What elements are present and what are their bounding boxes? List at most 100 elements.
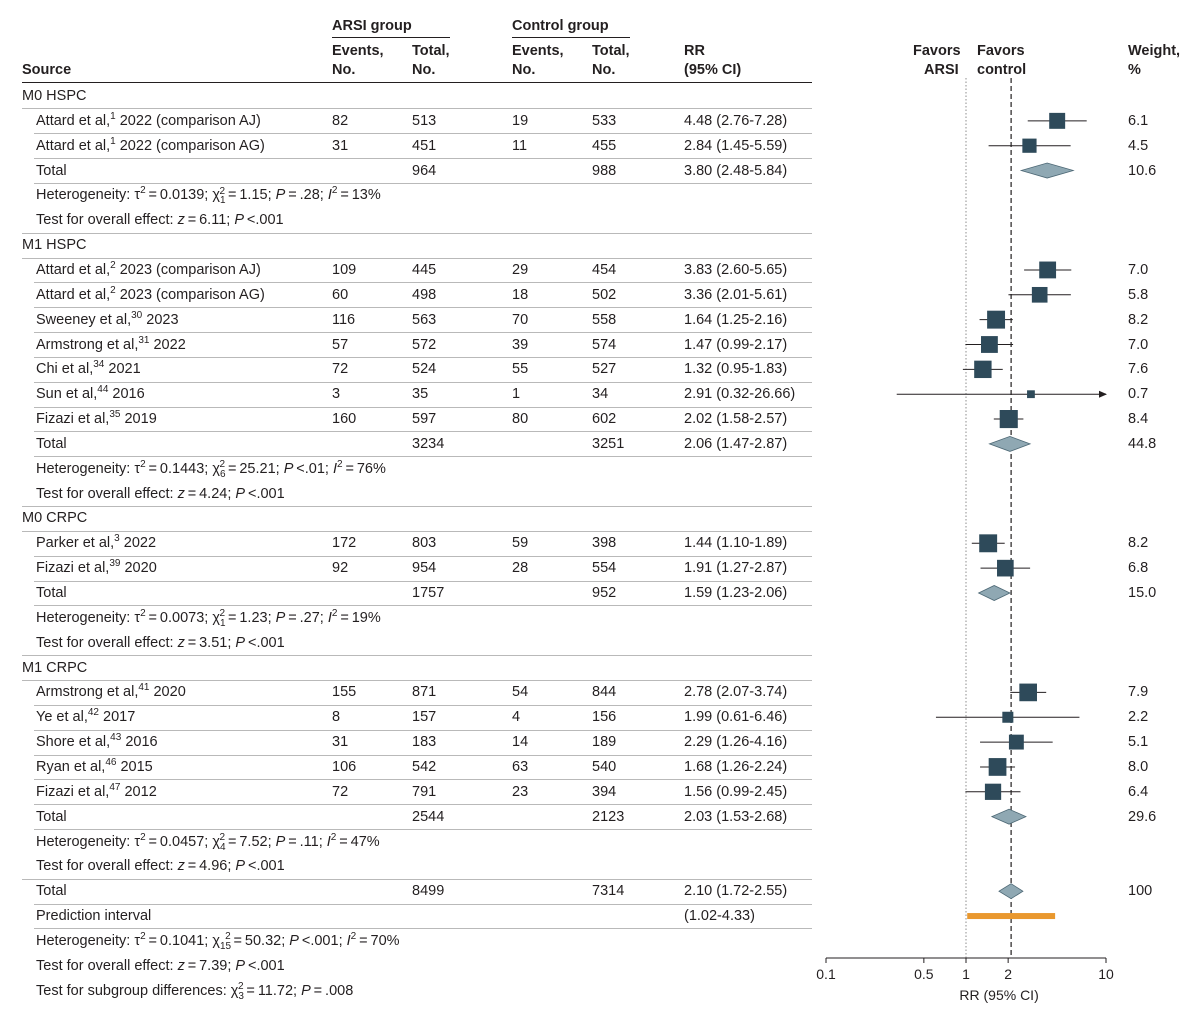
study-author: Attard et al, (36, 137, 111, 154)
arsi-total: 597 (412, 411, 437, 428)
chi-squared: 1.23 (239, 609, 268, 626)
chi-df: 3 (238, 990, 244, 1002)
overall-effect-test: Test for overall effect: z = 4.96; P <.0… (36, 858, 285, 875)
p-value: .11 (299, 833, 319, 850)
weight-value: 6.4 (1128, 783, 1149, 800)
control-total: 540 (592, 758, 617, 775)
total-label: Total (36, 808, 67, 825)
control-events: 59 (512, 535, 529, 552)
row-separator (34, 158, 812, 159)
study-source: Fizazi et al,47 2012 (36, 781, 157, 801)
rr-ci: 1.99 (0.61-6.46) (684, 709, 788, 726)
heterogeneity-stats: Heterogeneity: τ2 = 0.1041; χ152 = 50.32… (36, 931, 400, 952)
row-separator (34, 382, 812, 383)
section-label: M1 HSPC (22, 237, 87, 254)
study-source: Parker et al,3 2022 (36, 534, 156, 552)
rr-ci: 2.91 (0.32-26.66) (684, 386, 796, 403)
row-separator (34, 779, 812, 780)
rr-ci: 2.84 (1.45-5.59) (684, 137, 788, 154)
study-year: 2012 (120, 783, 157, 800)
rr-ci: 2.03 (1.53-2.68) (684, 808, 788, 825)
study-reference: 47 (109, 781, 121, 793)
p-value: <.001 (247, 858, 285, 875)
study-square (997, 559, 1014, 577)
control-events: 23 (512, 783, 529, 800)
control-events: 11 (512, 137, 528, 154)
total-label: Total (36, 883, 67, 900)
study-author: Fizazi et al, (36, 411, 110, 428)
control-events-header-l1: Events, (512, 43, 564, 59)
control-events: 63 (512, 758, 529, 775)
rr-ci: 1.44 (1.10-1.89) (684, 535, 788, 552)
prediction-interval-value: (1.02-4.33) (684, 908, 755, 925)
x-tick-label: 2 (1004, 966, 1012, 982)
arsi-total: 157 (412, 709, 437, 726)
total-label: Total (36, 435, 67, 452)
arsi-total: 451 (412, 137, 437, 154)
arsi-total: 954 (412, 560, 437, 577)
control-total: 394 (592, 783, 617, 800)
study-reference: 34 (93, 359, 105, 371)
row-separator (34, 332, 812, 333)
arsi-events: 172 (332, 535, 357, 552)
arsi-total: 871 (412, 684, 437, 701)
weight-value: 4.5 (1128, 137, 1149, 154)
study-source: Attard et al,2 2023 (comparison AG) (36, 285, 265, 304)
z-value: 3.51 (199, 634, 228, 651)
weight-value: 44.8 (1128, 435, 1157, 452)
control-events: 14 (512, 734, 529, 751)
study-source: Attard et al,1 2022 (comparison AJ) (36, 112, 261, 130)
control-total: 844 (592, 684, 617, 701)
study-reference: 3 (114, 533, 120, 545)
tau-squared: 0.0139 (159, 187, 205, 204)
favors-control-l2: control (977, 62, 1027, 78)
overall-effect-test: Test for overall effect: z = 6.11; P <.0… (36, 212, 284, 229)
row-separator (34, 928, 812, 929)
chi-df: 1 (219, 617, 226, 629)
study-reference: 1 (110, 111, 116, 123)
chi-squared: 7.52 (239, 833, 268, 850)
arsi-events: 106 (332, 758, 357, 775)
weight-header-l1: Weight, (1128, 43, 1181, 59)
study-source: Attard et al,1 2022 (comparison AG) (36, 136, 265, 155)
weight-value: 5.8 (1128, 286, 1149, 303)
chi-squared: 11.72 (257, 982, 294, 999)
chi-squared: 1.15 (239, 187, 268, 204)
control-total: 502 (592, 286, 617, 303)
study-square (974, 360, 992, 379)
study-reference: 46 (105, 757, 117, 769)
control-total: 574 (592, 336, 617, 353)
pooled-diamond (988, 435, 1032, 452)
study-author: Sun et al, (36, 386, 98, 403)
arsi-events: 31 (332, 734, 349, 751)
row-separator (34, 804, 812, 805)
study-square (988, 758, 1007, 776)
control-group-rule (512, 37, 630, 38)
control-events: 54 (512, 684, 529, 701)
control-events-header-l2: No. (512, 62, 536, 78)
row-separator (34, 605, 812, 606)
control-total: 558 (592, 311, 617, 328)
study-reference: 39 (109, 558, 121, 570)
p-value: .27 (299, 609, 320, 626)
control-total: 952 (592, 585, 617, 601)
weight-value: 7.0 (1128, 261, 1149, 278)
weight-value: 5.1 (1128, 734, 1149, 751)
study-author: Ryan et al, (36, 758, 106, 775)
row-separator (22, 680, 812, 681)
rr-ci: 2.02 (1.58-2.57) (684, 411, 788, 428)
weight-value: 7.9 (1128, 684, 1149, 701)
weight-value: 15.0 (1128, 585, 1157, 601)
arsi-events: 82 (332, 112, 349, 129)
ci-arrow (1099, 390, 1107, 398)
pooled-diamond (1019, 162, 1075, 179)
rr-header-l2: (95% CI) (684, 62, 742, 78)
rr-ci: 2.29 (1.26-4.16) (684, 734, 788, 751)
rr-ci: 2.10 (1.72-2.55) (684, 883, 788, 900)
control-total: 398 (592, 535, 617, 552)
study-author: Shore et al, (36, 734, 111, 751)
weight-value: 6.1 (1128, 112, 1149, 129)
study-author: Parker et al, (36, 535, 115, 552)
row-separator (34, 183, 812, 184)
rr-ci: 3.83 (2.60-5.65) (684, 261, 788, 278)
